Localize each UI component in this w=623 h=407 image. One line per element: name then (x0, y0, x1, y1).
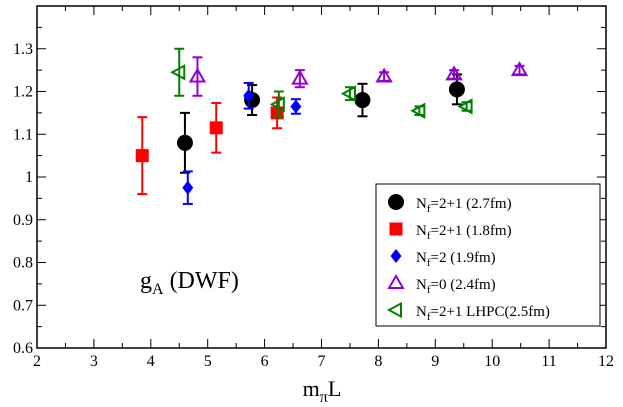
error-bar (273, 90, 284, 119)
data-point (269, 96, 285, 113)
data-point (209, 121, 223, 135)
legend-label-rest: =2+1 LHPC(2.5fm) (431, 304, 550, 320)
legend-entry: Nf=2+1 (2.7fm) (388, 194, 512, 215)
data-point (135, 149, 149, 163)
x-tick-label: 4 (147, 353, 155, 370)
x-tick-label: 2 (33, 353, 41, 370)
legend-label-sub: f (427, 284, 431, 296)
legend-label: Nf=2+1 LHPC(2.5fm) (416, 304, 550, 323)
data-point (170, 64, 186, 81)
x-tick-label: 12 (598, 353, 614, 370)
axes: 2 3 4 5 6 7 8 9 10 11 12 0.6 0.7 0.8 0.9 1 1.1 1.2 1.3 (13, 5, 614, 370)
legend-label-rest: =2 (1.9fm) (431, 250, 496, 266)
data-point (182, 180, 194, 195)
legend-marker (389, 222, 403, 236)
legend-marker (386, 301, 402, 319)
y-tick-label: 1.3 (13, 41, 33, 58)
y-tick-label: 0.9 (13, 212, 33, 229)
data-point (354, 92, 371, 109)
legend-marker (390, 249, 402, 263)
x-tick-label: 6 (261, 353, 269, 370)
legend-entry: Nf=2+1 LHPC(2.5fm) (386, 301, 550, 323)
legend-entry: Nf=2+1 (1.8fm) (389, 222, 512, 242)
data-point (340, 85, 356, 102)
y-tick-label: 0.7 (13, 297, 33, 314)
series-5 (170, 47, 473, 119)
legend-label-sub: f (427, 230, 431, 242)
x-tick-label: 9 (431, 353, 439, 370)
x-axis-title: mπL (303, 376, 342, 406)
x-tick-label: 8 (374, 353, 382, 370)
legend-label: Nf=2 (1.9fm) (416, 250, 496, 269)
y-tick-label: 0.6 (13, 340, 33, 357)
x-tick-label: 10 (484, 353, 500, 370)
data-point (243, 88, 255, 103)
data-point (290, 99, 302, 114)
data-point (445, 65, 463, 81)
data-point (410, 102, 426, 119)
series-4 (188, 56, 529, 97)
plot-area (135, 47, 529, 205)
x-tick-label: 5 (204, 353, 212, 370)
data-point (375, 67, 393, 83)
legend: Nf=2+1 (2.7fm)Nf=2+1 (1.8fm)Nf=2 (1.9fm)… (375, 183, 601, 327)
legend-label-main: N (416, 304, 427, 320)
legend-marker (387, 274, 405, 289)
legend-label: Nf=2+1 (1.8fm) (416, 223, 512, 242)
data-point (448, 81, 465, 98)
legend-label: Nf=0 (2.4fm) (416, 277, 496, 296)
legend-label-main: N (416, 277, 427, 293)
y-tick-label: 1 (25, 169, 33, 186)
legend-label-sub: f (427, 311, 431, 323)
error-bar (174, 47, 185, 97)
x-tick-label: 11 (541, 353, 556, 370)
x-tick-label: 3 (90, 353, 98, 370)
series-3 (182, 81, 302, 205)
legend-label-rest: =0 (2.4fm) (431, 277, 496, 293)
data-point (176, 134, 193, 151)
legend-label-rest: =2+1 (1.8fm) (431, 223, 512, 239)
legend-label-sub: f (427, 203, 431, 215)
data-point (510, 61, 529, 77)
legend-box (375, 183, 601, 327)
legend-label-main: N (416, 196, 427, 212)
error-bar (192, 56, 203, 97)
y-tick-label: 1.1 (13, 126, 33, 143)
legend-entry: Nf=2 (1.9fm) (390, 249, 496, 269)
data-point (291, 69, 309, 85)
data-point (188, 67, 207, 83)
x-tick-label: 7 (318, 353, 326, 370)
y-tick-label: 1.2 (13, 84, 33, 101)
series-2 (135, 96, 284, 196)
chart-annotation: gA (DWF) (140, 268, 239, 298)
legend-label-main: N (416, 223, 427, 239)
y-tick-label: 0.8 (13, 255, 33, 272)
data-point (457, 98, 473, 115)
legend-entry: Nf=0 (2.4fm) (387, 274, 496, 296)
legend-marker (388, 194, 404, 210)
legend-label: Nf=2+1 (2.7fm) (416, 196, 512, 215)
legend-label-main: N (416, 250, 427, 266)
legend-label-rest: =2+1 (2.7fm) (431, 196, 512, 212)
legend-label-sub: f (427, 257, 431, 269)
